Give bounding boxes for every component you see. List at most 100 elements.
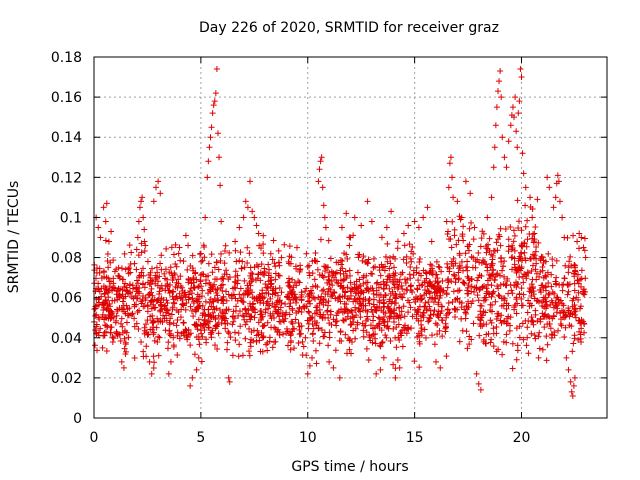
data-point <box>490 164 497 171</box>
data-point <box>400 230 407 237</box>
data-point <box>165 339 172 346</box>
data-point <box>139 265 146 272</box>
data-point <box>319 272 326 279</box>
x-axis-label: GPS time / hours <box>291 459 408 475</box>
data-point <box>488 260 495 267</box>
data-point <box>166 319 173 326</box>
data-point <box>244 260 251 267</box>
data-point <box>217 182 224 189</box>
data-point <box>365 288 372 295</box>
data-point <box>515 225 522 232</box>
y-tick-label: 0.04 <box>51 331 82 347</box>
data-point <box>578 325 585 332</box>
data-point <box>297 330 304 337</box>
data-point <box>384 258 391 265</box>
data-point <box>151 359 158 366</box>
data-point <box>149 326 156 333</box>
data-point <box>258 245 265 252</box>
data-point <box>93 265 100 272</box>
data-point <box>466 277 473 284</box>
data-point <box>154 315 161 322</box>
data-point <box>334 279 341 286</box>
data-point <box>288 254 295 261</box>
data-point <box>103 348 110 355</box>
data-point <box>199 293 206 300</box>
data-point <box>493 239 500 246</box>
data-point <box>462 250 469 257</box>
data-point <box>247 300 254 307</box>
data-point <box>276 313 283 320</box>
data-point <box>518 285 525 292</box>
data-point <box>348 309 355 316</box>
data-point <box>577 331 584 338</box>
data-point <box>346 242 353 249</box>
data-point <box>194 326 201 333</box>
data-point <box>468 283 475 290</box>
data-point <box>238 265 245 272</box>
data-point <box>336 294 343 301</box>
data-point <box>134 280 141 287</box>
data-point <box>502 225 509 232</box>
data-point <box>142 321 149 328</box>
data-point <box>462 178 469 185</box>
data-point <box>325 298 332 305</box>
data-point <box>509 242 516 249</box>
data-point <box>355 306 362 313</box>
data-point <box>274 297 281 304</box>
data-point <box>562 312 569 319</box>
data-point <box>477 317 484 324</box>
data-point <box>136 285 143 292</box>
data-point <box>250 327 257 334</box>
data-point <box>253 222 260 229</box>
data-point <box>348 321 355 328</box>
data-point <box>122 351 129 358</box>
data-point <box>490 325 497 332</box>
data-point <box>341 308 348 315</box>
data-point <box>464 290 471 297</box>
data-point <box>326 329 333 336</box>
data-point <box>216 306 223 313</box>
data-point <box>478 314 485 321</box>
data-point <box>466 333 473 340</box>
data-point <box>180 258 187 265</box>
data-point <box>149 320 156 327</box>
data-point <box>287 300 294 307</box>
data-point <box>267 281 274 288</box>
data-point <box>394 238 401 245</box>
data-point <box>418 325 425 332</box>
data-point <box>401 242 408 249</box>
data-point <box>212 342 219 349</box>
data-point <box>431 307 438 314</box>
data-point <box>464 284 471 291</box>
data-point <box>399 343 406 350</box>
data-point <box>133 295 140 302</box>
data-point <box>246 352 253 359</box>
data-point <box>384 240 391 247</box>
data-point <box>208 251 215 258</box>
data-point <box>332 347 339 354</box>
data-point <box>568 388 575 395</box>
data-point <box>335 308 342 315</box>
data-point <box>518 302 525 309</box>
data-point <box>517 66 524 73</box>
data-point <box>399 286 406 293</box>
data-point <box>555 178 562 185</box>
data-point <box>296 268 303 275</box>
data-point <box>493 271 500 278</box>
data-point <box>246 250 253 257</box>
data-point <box>483 331 490 338</box>
data-point <box>555 327 562 334</box>
data-point <box>244 310 251 317</box>
data-point <box>453 241 460 248</box>
data-point <box>565 269 572 276</box>
data-point <box>162 266 169 273</box>
data-point <box>501 317 508 324</box>
data-point <box>214 346 221 353</box>
data-point <box>186 331 193 338</box>
data-point <box>353 312 360 319</box>
data-point <box>195 333 202 340</box>
data-point <box>275 306 282 313</box>
data-point <box>411 358 418 365</box>
data-point <box>333 317 340 324</box>
data-point <box>309 331 316 338</box>
